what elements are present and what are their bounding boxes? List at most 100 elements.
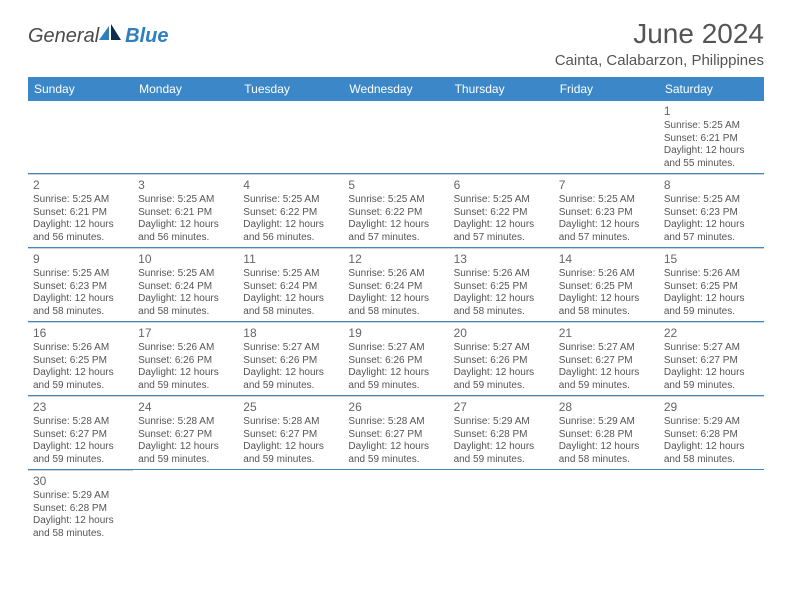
day-cell — [238, 470, 343, 543]
day-sunset: Sunset: 6:27 PM — [138, 429, 233, 442]
day-sunrise: Sunrise: 5:26 AM — [33, 342, 128, 355]
header: General Blue June 2024 Cainta, Calabarzo… — [28, 18, 764, 69]
day-day1: Daylight: 12 hours — [348, 441, 443, 454]
day-day2: and 58 minutes. — [348, 306, 443, 319]
day-day1: Daylight: 12 hours — [454, 441, 549, 454]
day-day1: Daylight: 12 hours — [348, 219, 443, 232]
day-cell — [133, 101, 238, 173]
day-cell — [28, 101, 133, 173]
day-sunset: Sunset: 6:28 PM — [33, 503, 128, 516]
day-cell: 19Sunrise: 5:27 AMSunset: 6:26 PMDayligh… — [343, 322, 448, 395]
weekday-header: Sunday — [28, 77, 133, 101]
day-sunrise: Sunrise: 5:27 AM — [243, 342, 338, 355]
day-day1: Daylight: 12 hours — [138, 367, 233, 380]
day-sunset: Sunset: 6:26 PM — [348, 355, 443, 368]
day-sunrise: Sunrise: 5:25 AM — [138, 268, 233, 281]
day-number: 16 — [33, 326, 128, 341]
day-day2: and 58 minutes. — [33, 306, 128, 319]
day-cell: 7Sunrise: 5:25 AMSunset: 6:23 PMDaylight… — [554, 174, 659, 247]
day-cell: 8Sunrise: 5:25 AMSunset: 6:23 PMDaylight… — [659, 174, 764, 247]
weekday-header: Thursday — [449, 77, 554, 101]
day-number: 26 — [348, 400, 443, 415]
day-sunrise: Sunrise: 5:25 AM — [138, 194, 233, 207]
day-sunset: Sunset: 6:25 PM — [454, 281, 549, 294]
day-cell — [659, 470, 764, 543]
day-number: 15 — [664, 252, 759, 267]
logo-text-general: General — [28, 25, 99, 48]
day-cell: 25Sunrise: 5:28 AMSunset: 6:27 PMDayligh… — [238, 396, 343, 469]
day-number: 5 — [348, 178, 443, 193]
day-number: 24 — [138, 400, 233, 415]
day-number: 19 — [348, 326, 443, 341]
weekday-header: Saturday — [659, 77, 764, 101]
day-sunrise: Sunrise: 5:27 AM — [454, 342, 549, 355]
day-sunrise: Sunrise: 5:25 AM — [243, 268, 338, 281]
day-day2: and 59 minutes. — [348, 380, 443, 393]
day-cell: 6Sunrise: 5:25 AMSunset: 6:22 PMDaylight… — [449, 174, 554, 247]
day-day2: and 59 minutes. — [348, 454, 443, 467]
day-cell: 1Sunrise: 5:25 AMSunset: 6:21 PMDaylight… — [659, 101, 764, 173]
day-cell — [554, 470, 659, 543]
day-number: 11 — [243, 252, 338, 267]
day-sunset: Sunset: 6:23 PM — [33, 281, 128, 294]
day-sunrise: Sunrise: 5:25 AM — [454, 194, 549, 207]
day-day2: and 57 minutes. — [664, 232, 759, 245]
day-day1: Daylight: 12 hours — [348, 367, 443, 380]
day-cell: 14Sunrise: 5:26 AMSunset: 6:25 PMDayligh… — [554, 248, 659, 321]
day-day1: Daylight: 12 hours — [454, 293, 549, 306]
day-day2: and 56 minutes. — [243, 232, 338, 245]
day-cell: 21Sunrise: 5:27 AMSunset: 6:27 PMDayligh… — [554, 322, 659, 395]
day-day1: Daylight: 12 hours — [559, 293, 654, 306]
day-day1: Daylight: 12 hours — [348, 293, 443, 306]
day-day2: and 59 minutes. — [243, 454, 338, 467]
day-day1: Daylight: 12 hours — [243, 293, 338, 306]
day-number: 25 — [243, 400, 338, 415]
location: Cainta, Calabarzon, Philippines — [555, 52, 764, 69]
day-day2: and 56 minutes. — [33, 232, 128, 245]
title-block: June 2024 Cainta, Calabarzon, Philippine… — [555, 18, 764, 69]
day-number: 22 — [664, 326, 759, 341]
day-day1: Daylight: 12 hours — [559, 367, 654, 380]
day-cell: 29Sunrise: 5:29 AMSunset: 6:28 PMDayligh… — [659, 396, 764, 469]
day-number: 14 — [559, 252, 654, 267]
day-sunset: Sunset: 6:22 PM — [454, 207, 549, 220]
day-sunrise: Sunrise: 5:28 AM — [348, 416, 443, 429]
week-row: 9Sunrise: 5:25 AMSunset: 6:23 PMDaylight… — [28, 248, 764, 322]
day-sunrise: Sunrise: 5:25 AM — [348, 194, 443, 207]
day-sunset: Sunset: 6:24 PM — [138, 281, 233, 294]
day-day2: and 59 minutes. — [138, 454, 233, 467]
weekday-header: Friday — [554, 77, 659, 101]
day-day1: Daylight: 12 hours — [454, 219, 549, 232]
day-cell: 2Sunrise: 5:25 AMSunset: 6:21 PMDaylight… — [28, 174, 133, 247]
day-number: 7 — [559, 178, 654, 193]
day-day2: and 59 minutes. — [454, 454, 549, 467]
day-number: 3 — [138, 178, 233, 193]
day-sunset: Sunset: 6:21 PM — [138, 207, 233, 220]
day-cell — [449, 101, 554, 173]
day-sunset: Sunset: 6:26 PM — [243, 355, 338, 368]
day-cell: 28Sunrise: 5:29 AMSunset: 6:28 PMDayligh… — [554, 396, 659, 469]
day-cell: 4Sunrise: 5:25 AMSunset: 6:22 PMDaylight… — [238, 174, 343, 247]
day-sunrise: Sunrise: 5:25 AM — [33, 268, 128, 281]
day-day2: and 58 minutes. — [664, 454, 759, 467]
day-day2: and 59 minutes. — [664, 306, 759, 319]
day-number: 2 — [33, 178, 128, 193]
day-cell: 5Sunrise: 5:25 AMSunset: 6:22 PMDaylight… — [343, 174, 448, 247]
day-day1: Daylight: 12 hours — [138, 441, 233, 454]
day-sunset: Sunset: 6:28 PM — [454, 429, 549, 442]
day-number: 28 — [559, 400, 654, 415]
day-sunset: Sunset: 6:21 PM — [664, 133, 759, 146]
day-day1: Daylight: 12 hours — [33, 515, 128, 528]
day-day1: Daylight: 12 hours — [33, 293, 128, 306]
week-row: 16Sunrise: 5:26 AMSunset: 6:25 PMDayligh… — [28, 322, 764, 396]
day-cell: 3Sunrise: 5:25 AMSunset: 6:21 PMDaylight… — [133, 174, 238, 247]
day-cell — [449, 470, 554, 543]
day-cell: 18Sunrise: 5:27 AMSunset: 6:26 PMDayligh… — [238, 322, 343, 395]
day-day2: and 56 minutes. — [138, 232, 233, 245]
day-cell: 10Sunrise: 5:25 AMSunset: 6:24 PMDayligh… — [133, 248, 238, 321]
weekday-header-row: SundayMondayTuesdayWednesdayThursdayFrid… — [28, 77, 764, 101]
day-day1: Daylight: 12 hours — [243, 219, 338, 232]
day-number: 18 — [243, 326, 338, 341]
day-day1: Daylight: 12 hours — [559, 441, 654, 454]
week-row: 23Sunrise: 5:28 AMSunset: 6:27 PMDayligh… — [28, 396, 764, 470]
